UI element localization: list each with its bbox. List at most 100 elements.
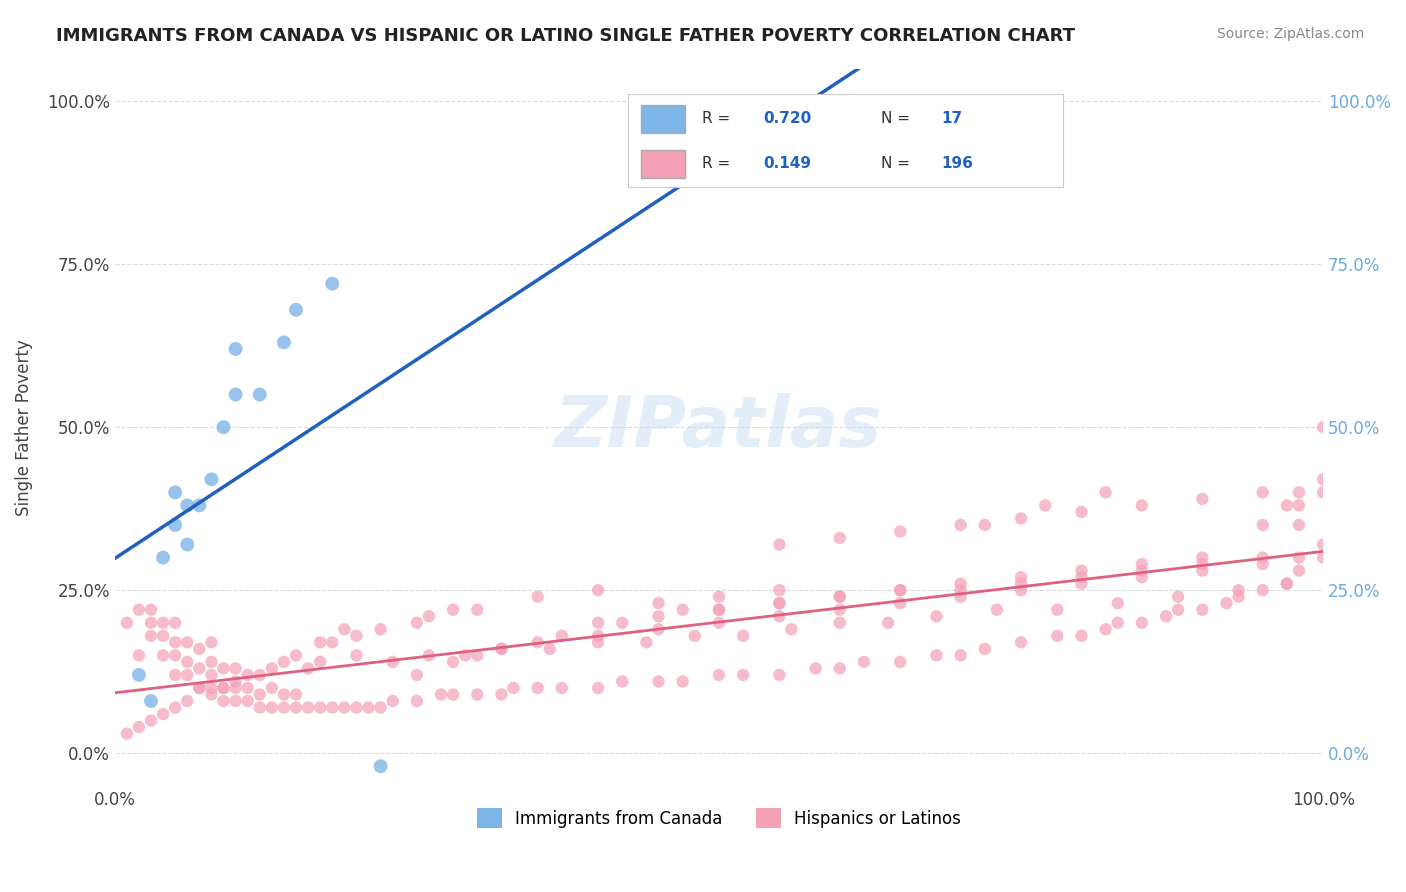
Point [200,668,222,682]
Point [260,700,283,714]
Point [285,688,308,702]
Point [491,641,513,656]
Point [212,661,235,675]
Point [212,681,235,695]
Point [828,615,851,630]
Point [1130,570,1153,584]
Point [188,681,211,695]
Point [370,622,392,636]
Point [1312,537,1334,551]
Point [441,603,464,617]
Point [128,603,150,617]
Point [139,615,162,630]
Point [1130,557,1153,571]
Point [1167,603,1189,617]
Point [1107,596,1129,610]
Point [1288,550,1310,565]
Point [925,609,948,624]
Point [441,655,464,669]
Point [768,609,790,624]
Point [1094,485,1116,500]
Point [925,648,948,663]
Point [1312,420,1334,434]
Point [889,583,911,598]
Point [346,700,368,714]
Point [707,603,730,617]
Point [949,583,972,598]
Point [1312,550,1334,565]
Point [768,596,790,610]
Point [780,622,803,636]
Point [212,420,235,434]
Point [139,694,162,708]
Point [647,674,669,689]
Point [454,648,477,663]
Point [309,635,332,649]
Point [225,661,247,675]
Point [949,576,972,591]
Point [949,518,972,533]
Point [273,688,295,702]
Point [260,661,283,675]
Point [828,590,851,604]
Point [176,694,198,708]
Point [139,603,162,617]
Point [672,603,695,617]
Point [200,635,222,649]
Point [321,277,343,291]
Point [804,661,827,675]
Point [502,681,524,695]
Point [115,615,138,630]
Point [551,681,574,695]
Point [1167,590,1189,604]
Point [1275,499,1298,513]
Point [381,694,404,708]
Point [333,700,356,714]
Point [152,615,174,630]
Point [1312,472,1334,486]
Point [225,342,247,356]
Point [165,615,187,630]
Point [1191,557,1213,571]
Point [225,681,247,695]
Point [1010,511,1032,525]
Point [586,681,609,695]
Point [889,655,911,669]
Point [346,629,368,643]
Point [152,648,174,663]
Point [1275,576,1298,591]
Point [586,629,609,643]
Point [418,648,440,663]
Text: Source: ZipAtlas.com: Source: ZipAtlas.com [1216,27,1364,41]
Point [139,714,162,728]
Point [1251,557,1274,571]
Point [405,615,427,630]
Point [1010,570,1032,584]
Point [707,615,730,630]
Point [273,700,295,714]
Point [370,700,392,714]
Point [1070,629,1092,643]
Point [465,648,488,663]
Point [465,688,488,702]
Point [1251,550,1274,565]
Point [370,759,392,773]
Point [1046,629,1069,643]
Point [949,590,972,604]
Point [1275,576,1298,591]
Point [1288,564,1310,578]
Text: IMMIGRANTS FROM CANADA VS HISPANIC OR LATINO SINGLE FATHER POVERTY CORRELATION C: IMMIGRANTS FROM CANADA VS HISPANIC OR LA… [56,27,1076,45]
Point [165,668,187,682]
Point [225,387,247,401]
Point [538,641,561,656]
Point [418,609,440,624]
Point [321,700,343,714]
Point [1010,583,1032,598]
Point [333,622,356,636]
Point [973,518,995,533]
Point [1191,564,1213,578]
Point [1070,576,1092,591]
Point [707,668,730,682]
Point [188,681,211,695]
Point [526,681,548,695]
